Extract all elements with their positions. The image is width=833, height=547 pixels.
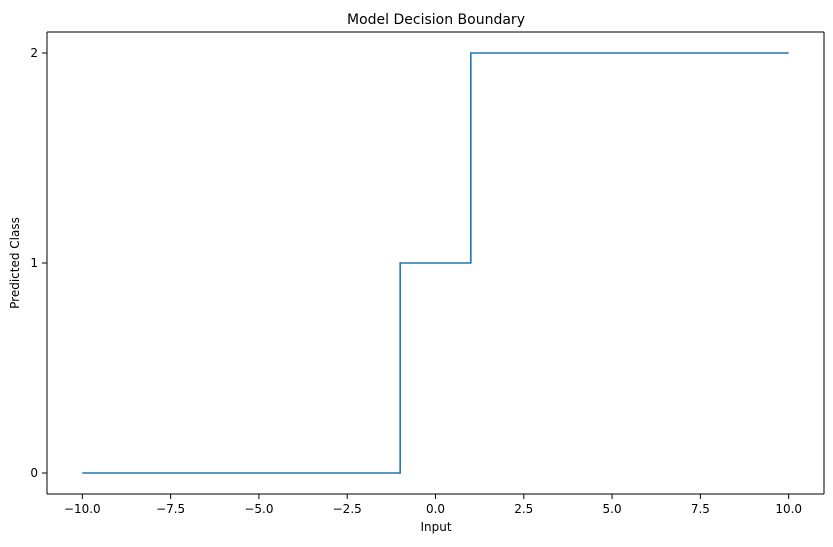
x-tick-label: −10.0 (64, 502, 101, 516)
y-tick-label: 2 (30, 46, 38, 60)
y-tick-label: 1 (30, 256, 38, 270)
x-tick-label: −5.0 (244, 502, 273, 516)
x-axis-ticks: −10.0 −7.5 −5.0 −2.5 0.0 2.5 5.0 7.5 10.0 (64, 494, 802, 516)
x-tick-label: 7.5 (691, 502, 710, 516)
x-tick-label: 5.0 (603, 502, 622, 516)
y-axis-ticks: 0 1 2 (30, 46, 47, 480)
x-tick-label: 0.0 (426, 502, 445, 516)
y-tick-label: 0 (30, 466, 38, 480)
x-axis-label: Input (420, 520, 451, 534)
x-tick-label: 2.5 (514, 502, 533, 516)
series-line-0 (82, 52, 789, 474)
x-tick-label: −7.5 (156, 502, 185, 516)
x-tick-label: −2.5 (333, 502, 362, 516)
x-tick-label: 10.0 (775, 502, 802, 516)
chart-title: Model Decision Boundary (347, 12, 525, 28)
y-axis-label: Predicted Class (8, 217, 22, 309)
series-layer (82, 52, 789, 474)
